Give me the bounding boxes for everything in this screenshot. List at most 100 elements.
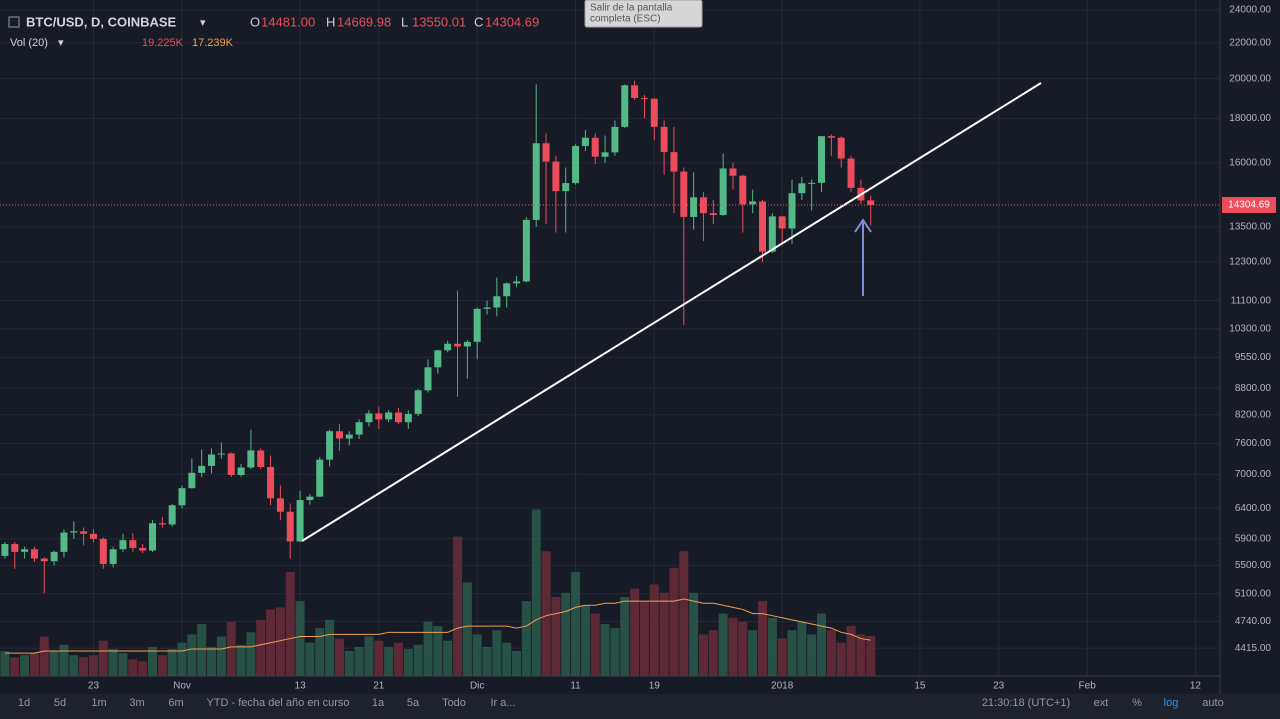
volume-ma [4, 598, 871, 654]
volume-bar [393, 642, 403, 676]
candle-body [493, 296, 501, 308]
volume-bar [580, 605, 590, 676]
toolbar-item[interactable]: % [1132, 697, 1142, 709]
range-button[interactable]: 1a [372, 697, 385, 709]
y-tick-label: 16000.00 [1229, 157, 1271, 168]
volume-bar [39, 636, 49, 676]
range-button[interactable]: Todo [442, 697, 466, 709]
volume-bar [344, 651, 354, 676]
candle-body [532, 143, 540, 220]
ohlc-value: 14304.69 [485, 14, 539, 29]
y-tick-label: 5900.00 [1235, 534, 1272, 545]
volume-bar [521, 601, 531, 676]
candle-body [837, 137, 845, 159]
volume-bar [866, 636, 876, 676]
volume-bar [49, 651, 59, 676]
range-button[interactable]: Ir a... [490, 697, 515, 709]
tooltip-line: Salir de la pantalla [590, 3, 673, 14]
dropdown[interactable]: ▾ [200, 17, 206, 29]
volume-bar [108, 648, 118, 676]
candle-body [70, 531, 78, 533]
range-button[interactable]: YTD - fecha del año en curso [206, 697, 349, 709]
volume-bar [374, 640, 384, 676]
candle-body [778, 216, 786, 229]
volume-bar [708, 630, 718, 676]
candle-body [749, 201, 757, 205]
y-tick-label: 5500.00 [1235, 560, 1272, 571]
toolbar-item[interactable]: ext [1094, 697, 1109, 709]
volume-bar [659, 592, 669, 676]
volume-bar [689, 592, 699, 676]
x-tick-label: 15 [914, 681, 926, 692]
candle-body [670, 152, 678, 172]
y-tick-label: 24000.00 [1229, 5, 1271, 16]
range-button[interactable]: 3m [129, 697, 144, 709]
range-button[interactable]: 5d [54, 697, 66, 709]
y-tick-label: 20000.00 [1229, 73, 1271, 84]
volume-bar [531, 509, 541, 676]
candle-body [542, 143, 550, 162]
volume-bar [423, 621, 433, 676]
candle-body [247, 450, 255, 468]
x-tick-label: 13 [295, 681, 307, 692]
range-button[interactable]: 6m [168, 697, 183, 709]
candle-body [217, 453, 225, 455]
range-button[interactable]: 1d [18, 697, 30, 709]
y-tick-label: 22000.00 [1229, 37, 1271, 48]
volume-name[interactable]: Vol (20) [10, 37, 48, 49]
candle-body [444, 343, 452, 351]
dropdown[interactable]: ▾ [58, 37, 64, 49]
x-tick-label: 23 [993, 681, 1005, 692]
collapse-icon[interactable] [8, 16, 20, 28]
candle-body [40, 558, 48, 562]
range-button[interactable]: 5a [407, 697, 420, 709]
candle-body [296, 500, 304, 542]
candle-body [847, 158, 855, 188]
toolbar-item[interactable]: log [1164, 697, 1179, 709]
volume-bar [197, 624, 207, 676]
candle-body [552, 161, 560, 192]
volume-bar [88, 655, 98, 676]
x-tick-label: Nov [173, 681, 191, 692]
candle-body [139, 547, 147, 551]
candle-body [562, 183, 570, 192]
volume-bar [207, 646, 217, 676]
candle-body [326, 431, 334, 460]
ohlc-key: C [474, 14, 483, 29]
volume-bar [10, 657, 20, 676]
toolbar [0, 694, 1280, 719]
volume-bar [482, 646, 492, 676]
volume-bar [236, 644, 246, 676]
candle-body [473, 308, 481, 342]
tooltip-line: completa (ESC) [590, 14, 661, 25]
ohlc-value: 14669.98 [337, 14, 391, 29]
volume-bar [443, 640, 453, 676]
volume-bar [767, 617, 777, 676]
volume-bar [0, 651, 10, 676]
volume-bar [590, 613, 600, 676]
candle-body [581, 137, 589, 146]
toolbar-item[interactable]: auto [1202, 697, 1223, 709]
volume-bar [492, 630, 502, 676]
x-tick-label: 11 [570, 681, 581, 692]
overlay-layer: 14304.69 [0, 197, 1276, 214]
volume-bar [856, 634, 866, 676]
volume-bar [79, 657, 89, 676]
volume-bar [571, 572, 581, 676]
candle-body [267, 466, 275, 499]
volume-bar [59, 644, 69, 676]
candle-body [335, 431, 343, 439]
candle-body [434, 350, 442, 368]
range-button[interactable]: 1m [91, 697, 106, 709]
candle-body [109, 549, 117, 564]
volume-bar [20, 655, 30, 676]
volume-bar [462, 582, 472, 676]
volume-bar [167, 648, 177, 676]
volume-bar [551, 596, 561, 676]
symbol[interactable]: BTC/USD, D, COINBASE [26, 14, 177, 29]
volume-bar [630, 588, 640, 676]
volume-bar [187, 634, 197, 676]
